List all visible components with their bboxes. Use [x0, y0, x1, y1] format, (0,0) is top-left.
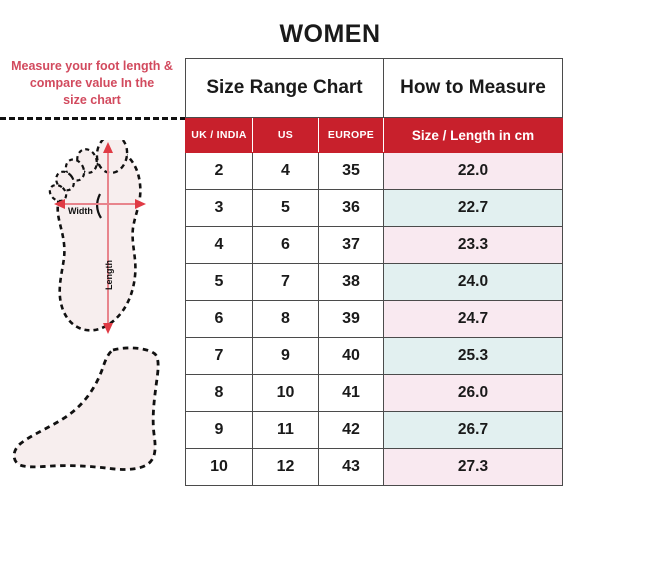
cell-uk-india: 2 [185, 152, 253, 190]
table-row: 9 11 42 26.7 [185, 411, 563, 449]
instruction-line-2: compare value In the [29, 76, 155, 90]
toe-5 [48, 183, 68, 203]
cell-size-length-cm: 24.0 [383, 263, 563, 301]
cell-size-length-cm: 22.7 [383, 189, 563, 227]
cell-uk-india: 8 [185, 374, 253, 412]
cell-us: 12 [252, 448, 319, 486]
table-row: 6 8 39 24.7 [185, 300, 563, 338]
cell-us: 9 [252, 337, 319, 375]
length-arrow-head-top [103, 142, 113, 153]
cell-size-length-cm: 23.3 [383, 226, 563, 264]
cell-us: 10 [252, 374, 319, 412]
length-arrow-head-bottom [103, 323, 113, 334]
column-header-europe: EUROPE [318, 117, 384, 153]
instruction-line-3: size chart [63, 93, 121, 107]
cell-europe: 42 [318, 411, 384, 449]
cell-us: 5 [252, 189, 319, 227]
size-chart-table: Size Range Chart How to Measure UK / IND… [185, 58, 563, 486]
cell-size-length-cm: 25.3 [383, 337, 563, 375]
cell-europe: 41 [318, 374, 384, 412]
cell-size-length-cm: 24.7 [383, 300, 563, 338]
column-header-us: US [252, 117, 319, 153]
table-row: 10 12 43 27.3 [185, 448, 563, 486]
cell-uk-india: 7 [185, 337, 253, 375]
sole-outline [56, 146, 142, 332]
cell-europe: 43 [318, 448, 384, 486]
width-arrow-head-left [54, 199, 65, 209]
cell-europe: 37 [318, 226, 384, 264]
cell-europe: 36 [318, 189, 384, 227]
cell-uk-india: 10 [185, 448, 253, 486]
cell-us: 7 [252, 263, 319, 301]
size-chart-table-body: 2 4 35 22.0 3 5 36 22.7 4 6 37 23.3 5 7 38 24.0 6 8 39 24.7… [185, 152, 563, 486]
cell-us: 8 [252, 300, 319, 338]
table-row: 2 4 35 22.0 [185, 152, 563, 190]
table-column-header-row: UK / INDIA US EUROPE Size / Length in cm [185, 117, 563, 153]
cell-us: 4 [252, 152, 319, 190]
cell-uk-india: 6 [185, 300, 253, 338]
cell-europe: 35 [318, 152, 384, 190]
cell-europe: 38 [318, 263, 384, 301]
arch-detail-line [96, 193, 102, 219]
cell-europe: 39 [318, 300, 384, 338]
foot-side-profile-diagram [10, 342, 185, 480]
table-row: 7 9 40 25.3 [185, 337, 563, 375]
column-header-size-length-cm: Size / Length in cm [383, 117, 563, 153]
table-row: 3 5 36 22.7 [185, 189, 563, 227]
table-row: 8 10 41 26.0 [185, 374, 563, 412]
column-header-uk-india: UK / INDIA [185, 117, 253, 153]
cell-uk-india: 9 [185, 411, 253, 449]
page-title: WOMEN [279, 20, 381, 48]
table-row: 4 6 37 23.3 [185, 226, 563, 264]
width-arrow-head-right [135, 199, 146, 209]
cell-us: 11 [252, 411, 319, 449]
big-toe [95, 133, 129, 175]
section-header-size-range-chart: Size Range Chart [185, 58, 384, 118]
footprint-top-view-diagram: Length Width [34, 133, 174, 340]
instruction-line-1: Measure your foot length & [11, 59, 173, 73]
cell-size-length-cm: 26.7 [383, 411, 563, 449]
length-label: Length [104, 260, 114, 290]
table-row: 5 7 38 24.0 [185, 263, 563, 301]
width-label: Width [68, 206, 93, 216]
section-header-how-to-measure: How to Measure [383, 58, 563, 118]
dashed-divider [0, 117, 186, 120]
foot-profile-outline [12, 346, 160, 471]
cell-uk-india: 4 [185, 226, 253, 264]
cell-size-length-cm: 26.0 [383, 374, 563, 412]
cell-uk-india: 5 [185, 263, 253, 301]
cell-size-length-cm: 27.3 [383, 448, 563, 486]
cell-europe: 40 [318, 337, 384, 375]
cell-size-length-cm: 22.0 [383, 152, 563, 190]
measure-instruction-text: Measure your foot length & compare value… [2, 58, 182, 109]
cell-us: 6 [252, 226, 319, 264]
table-section-header-row: Size Range Chart How to Measure [185, 58, 563, 118]
cell-uk-india: 3 [185, 189, 253, 227]
